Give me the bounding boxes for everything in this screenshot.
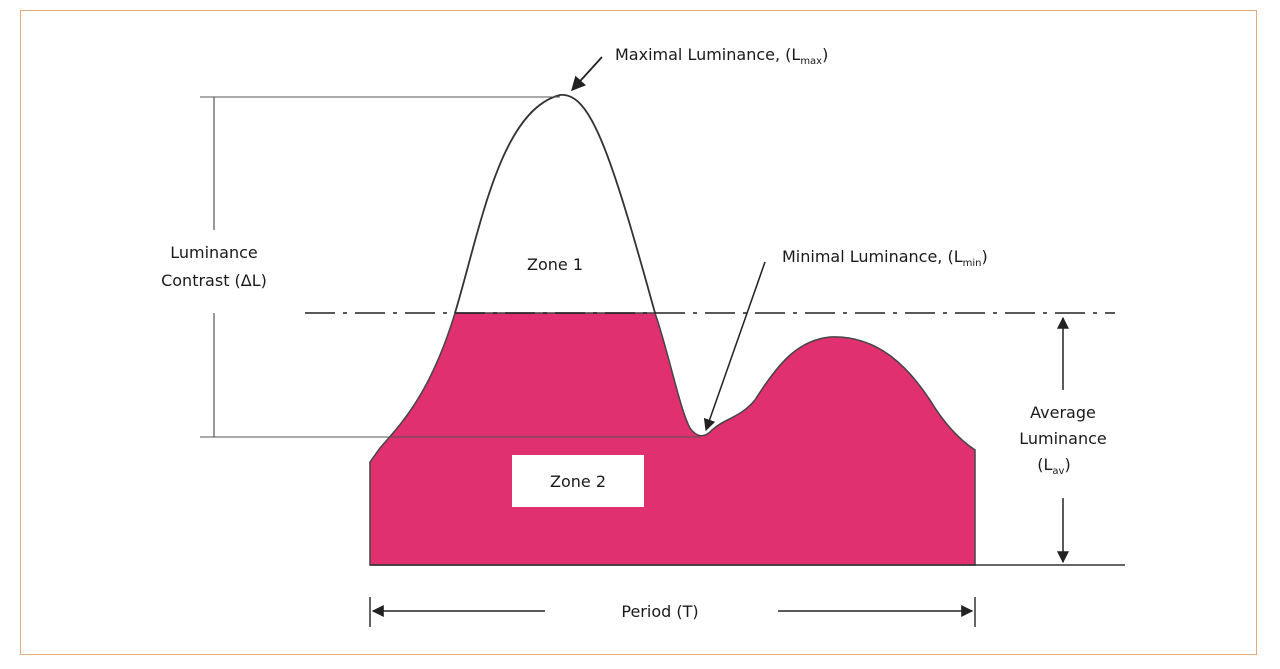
min-pointer-arrow [703, 261, 766, 432]
zone2-label: Zone 2 [550, 472, 606, 491]
max-luminance-label: Maximal Luminance, (Lmax) [615, 45, 828, 67]
zone1-label: Zone 1 [527, 255, 583, 274]
contrast-label-line2: Contrast (ΔL) [161, 271, 267, 290]
average-label-line3: (Lav) [1037, 455, 1070, 477]
average-label-line2: Luminance [1019, 429, 1107, 448]
min-luminance-label: Minimal Luminance, (Lmin) [782, 247, 988, 269]
contrast-label-line1: Luminance [170, 243, 258, 262]
zone1-peak-curve [454, 94, 656, 314]
max-pointer-arrow [571, 56, 603, 92]
zone2-label-box [512, 455, 644, 507]
average-label-line1: Average [1030, 403, 1096, 422]
period-label: Period (T) [621, 602, 698, 621]
zone2-region [369, 312, 976, 566]
